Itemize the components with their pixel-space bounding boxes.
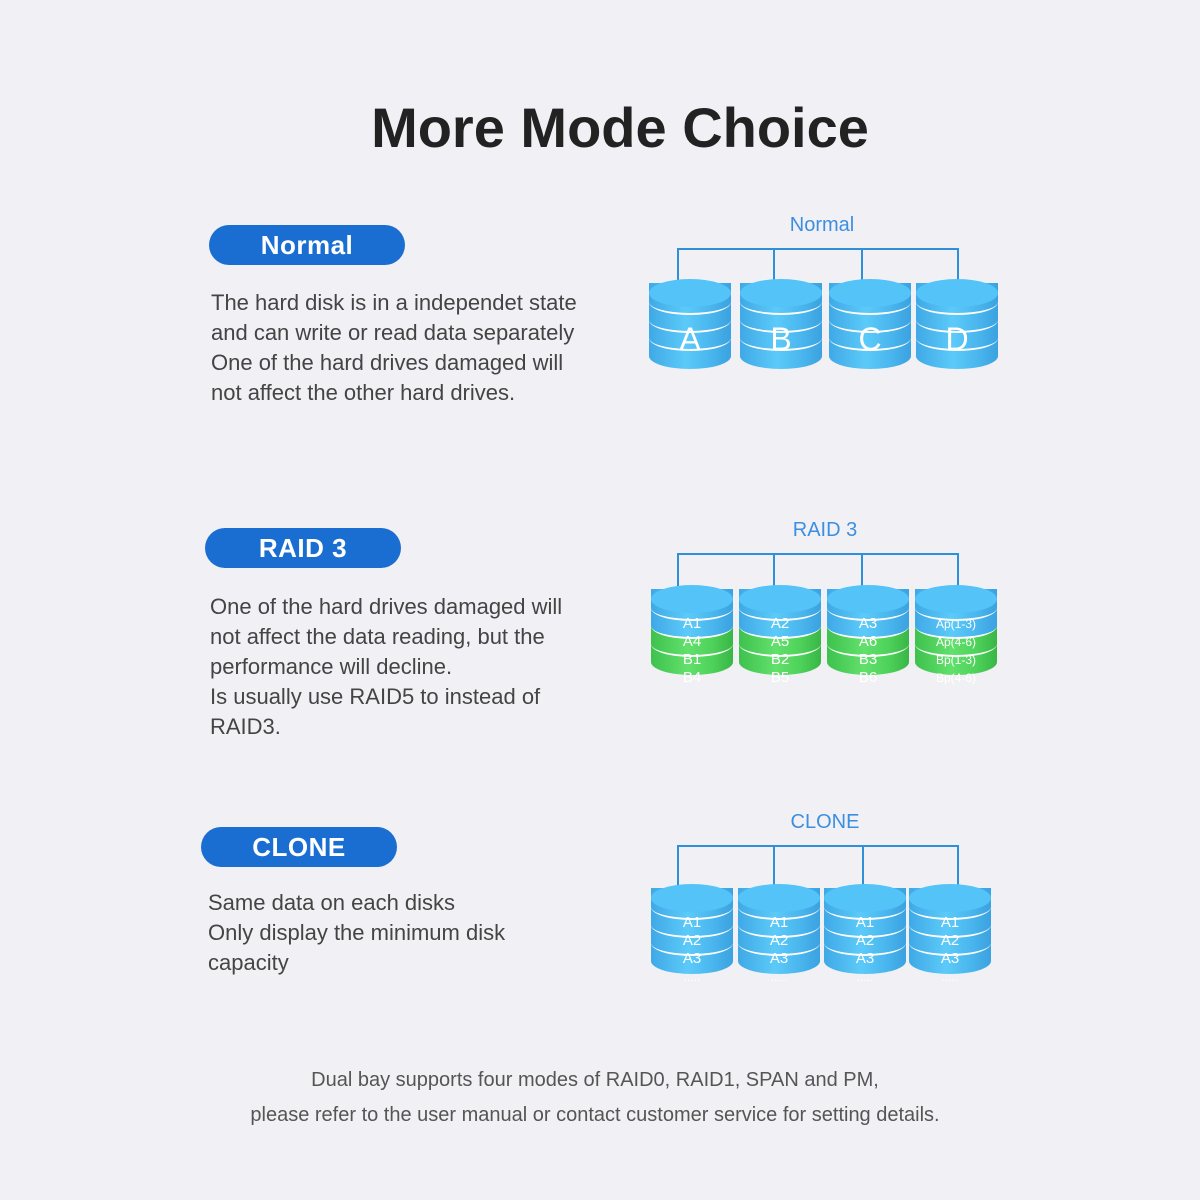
disk-data-label: ..... — [683, 970, 701, 984]
disk-top — [651, 884, 733, 912]
disk-data-label: A4 — [682, 633, 702, 650]
normal-description: The hard disk is in a independet state a… — [211, 290, 577, 405]
disk-top — [651, 585, 733, 613]
disk-data-label: B6 — [858, 669, 878, 686]
disk-data-label: ..... — [941, 970, 959, 984]
clone-connector — [677, 845, 959, 889]
disk-data-label: A1 — [769, 914, 789, 931]
disk-data-label: B4 — [682, 669, 702, 686]
disk-data-label: A1 — [940, 914, 960, 931]
disk-top — [916, 279, 998, 307]
connector-line — [773, 845, 775, 889]
disk-label: D — [945, 321, 969, 357]
disk-top — [915, 585, 997, 613]
footer-note: Dual bay supports four modes of RAID0, R… — [250, 1069, 940, 1126]
disk-data-label: A1 — [682, 615, 702, 632]
disk-data-label: A1 — [855, 914, 875, 931]
disk-data-label: Ap(1-3) — [935, 617, 976, 631]
clone-diagram-title: CLONE — [790, 811, 860, 833]
hard-disk-icon: A1 A2 A3..... — [909, 884, 991, 986]
hard-disk-icon: A3 A6 B3 B6 — [827, 585, 909, 687]
disk-top — [829, 279, 911, 307]
clone-mode-badge: CLONE — [201, 827, 397, 867]
hard-disk-icon: Ap(1-3) Ap(4-6) Bp(1-3) Bp(4-6) — [915, 585, 997, 687]
hard-disk-icon: A1 A2 A3..... — [824, 884, 906, 986]
disk-data-label: A3 — [855, 950, 875, 967]
disk-data-label: A6 — [858, 633, 878, 650]
page-title: More Mode Choice — [371, 96, 869, 159]
disk-label: B — [770, 321, 792, 357]
disk-top — [827, 585, 909, 613]
hard-disk-icon: A1 A2 A3..... — [651, 884, 733, 986]
disk-top — [739, 585, 821, 613]
disk-data-label: Bp(1-3) — [935, 653, 976, 667]
disk-data-label: B1 — [682, 651, 702, 668]
connector-line — [773, 248, 775, 292]
normal-diagram-title: Normal — [789, 214, 855, 236]
disk-data-label: A3 — [940, 950, 960, 967]
hard-disk-icon: A1 A4 B1 B4 — [651, 585, 733, 687]
hard-disk-icon: A1 A2 A3..... — [738, 884, 820, 986]
hard-disk-icon: B — [740, 279, 822, 381]
connector-line — [861, 553, 863, 597]
raid3-description: One of the hard drives damaged will not … — [210, 594, 563, 739]
normal-connector — [677, 248, 959, 292]
disk-label: C — [858, 321, 882, 357]
disk-data-label: ..... — [770, 970, 788, 984]
disk-top — [738, 884, 820, 912]
raid3-diagram-title: RAID 3 — [792, 519, 858, 541]
clone-description: Same data on each disks Only display the… — [208, 890, 506, 975]
raid3-connector — [677, 553, 959, 597]
hard-disk-icon: A2 A5 B2 B5 — [739, 585, 821, 687]
raid3-mode-badge: RAID 3 — [205, 528, 401, 568]
disk-data-label: Ap(4-6) — [935, 635, 976, 649]
normal-mode-badge: Normal — [209, 225, 405, 265]
disk-data-label: B2 — [770, 651, 790, 668]
disk-data-label: A2 — [855, 932, 875, 949]
disk-data-label: B5 — [770, 669, 790, 686]
disk-data-label: A3 — [682, 950, 702, 967]
disk-data-label: B3 — [858, 651, 878, 668]
disk-data-label: Bp(4-6) — [935, 671, 976, 685]
disk-data-label: A1 — [682, 914, 702, 931]
disk-top — [824, 884, 906, 912]
disk-data-label: A2 — [940, 932, 960, 949]
disk-top — [740, 279, 822, 307]
disk-label: A — [679, 321, 701, 357]
connector-line — [862, 845, 864, 889]
hard-disk-icon: C — [829, 279, 911, 381]
disk-top — [909, 884, 991, 912]
disk-top — [649, 279, 731, 307]
disk-data-label: ..... — [856, 970, 874, 984]
hard-disk-icon: D — [916, 279, 998, 381]
disk-data-label: A3 — [858, 615, 878, 632]
disk-data-label: A2 — [770, 615, 790, 632]
connector-line — [861, 248, 863, 292]
disk-data-label: A5 — [770, 633, 790, 650]
disk-data-label: A2 — [682, 932, 702, 949]
disk-data-label: A2 — [769, 932, 789, 949]
disk-data-label: A3 — [769, 950, 789, 967]
connector-line — [773, 553, 775, 597]
hard-disk-icon: A — [649, 279, 731, 381]
